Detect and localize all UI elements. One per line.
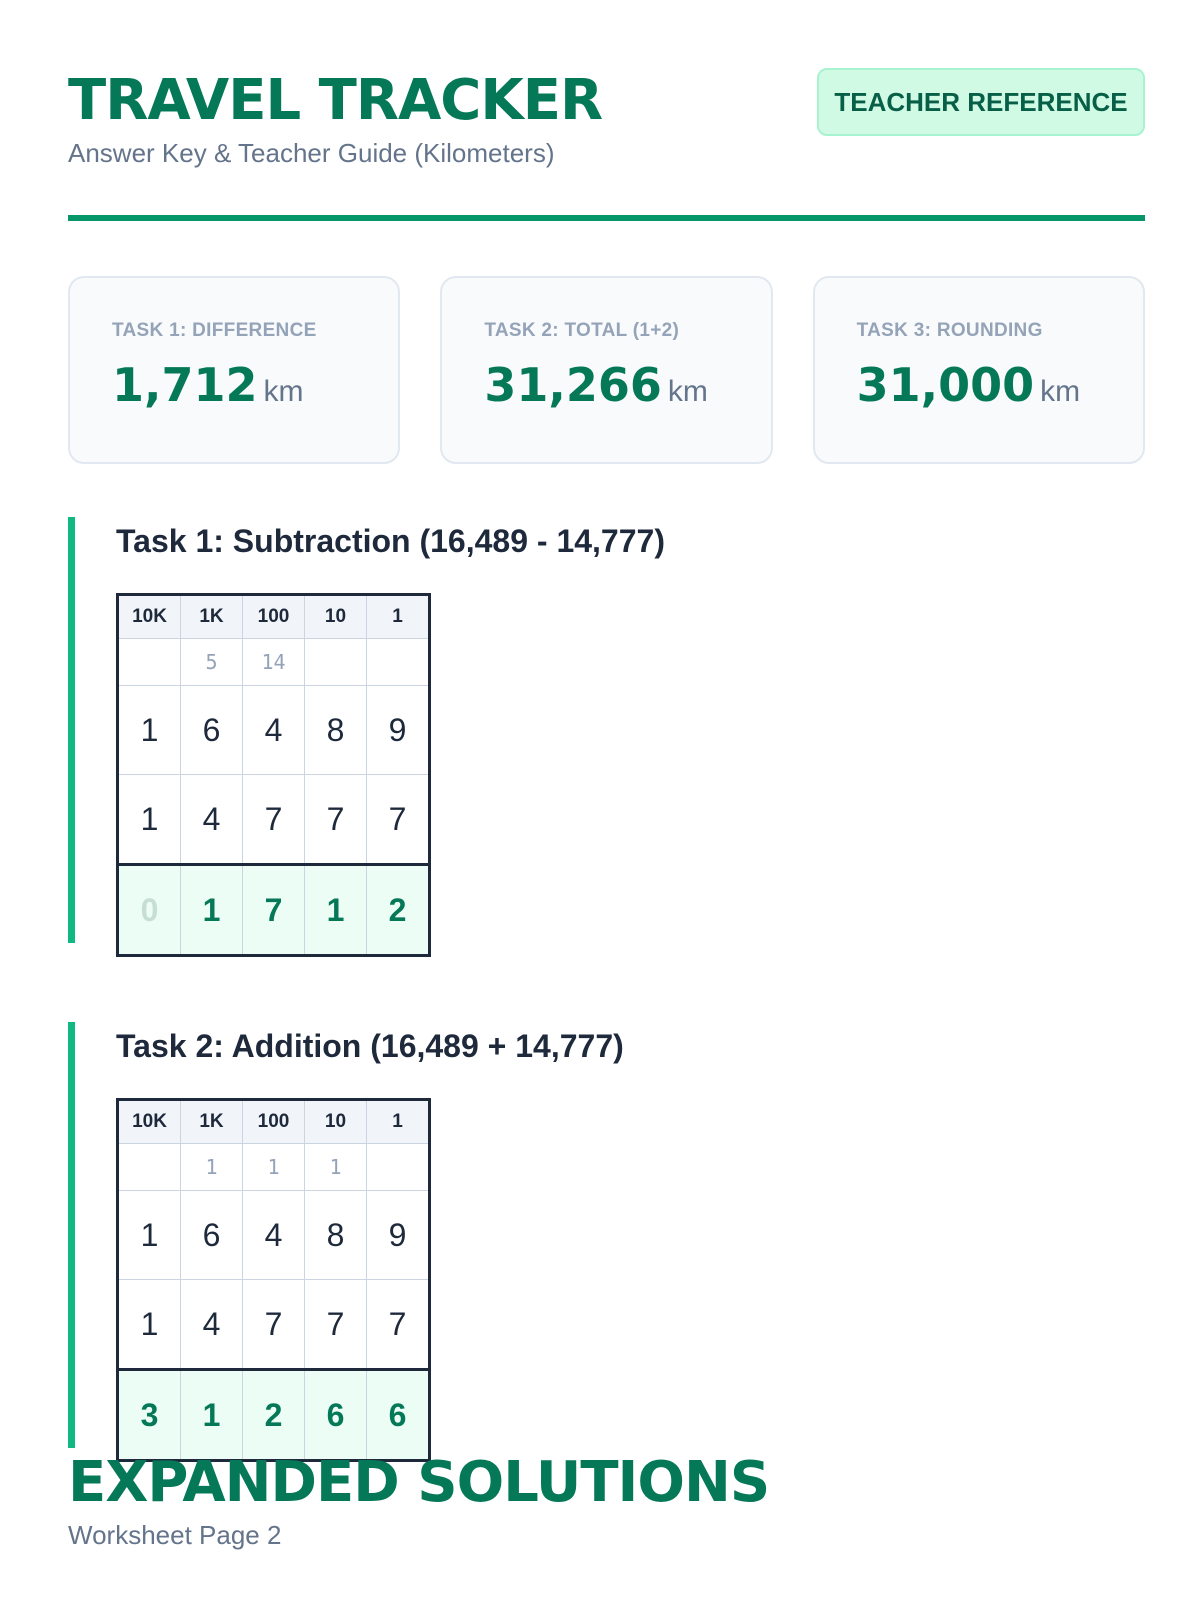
column-header: 1 xyxy=(366,594,430,639)
summary-card-total: TASK 2: TOTAL (1+2) 31,266 km xyxy=(440,276,773,464)
card-unit: km xyxy=(263,375,304,408)
digit-cell: 7 xyxy=(304,774,367,865)
answer-cell: 1 xyxy=(180,1369,243,1461)
column-header: 100 xyxy=(242,1099,305,1144)
digit-cell: 4 xyxy=(180,1279,243,1370)
task-2-section: Task 2: Addition (16,489 + 14,777) 10K 1… xyxy=(68,1022,968,1462)
column-header: 10K xyxy=(117,1099,181,1144)
place-value-header-row: 10K 1K 100 10 1 xyxy=(117,594,430,639)
column-header: 10K xyxy=(117,594,181,639)
answer-row: 0 1 7 1 2 xyxy=(117,864,430,956)
card-number: 1,712 xyxy=(112,358,258,412)
card-number: 31,000 xyxy=(856,358,1035,412)
column-header: 100 xyxy=(242,594,305,639)
minuend-row: 1 6 4 8 9 xyxy=(117,685,430,775)
digit-cell: 7 xyxy=(366,774,430,865)
digit-cell: 1 xyxy=(117,1190,181,1280)
digit-cell: 8 xyxy=(304,1190,367,1280)
answer-row: 3 1 2 6 6 xyxy=(117,1369,430,1461)
card-unit: km xyxy=(667,375,708,408)
column-header: 1 xyxy=(366,1099,430,1144)
digit-cell: 1 xyxy=(117,685,181,775)
answer-cell: 2 xyxy=(366,864,430,956)
answer-cell: 3 xyxy=(117,1369,181,1461)
digit-cell: 7 xyxy=(242,1279,305,1370)
carry-row: 1 1 1 xyxy=(117,1143,430,1191)
carry-cell xyxy=(117,1143,181,1191)
answer-cell: 6 xyxy=(366,1369,430,1461)
place-value-header-row: 10K 1K 100 10 1 xyxy=(117,1099,430,1144)
card-label: TASK 1: DIFFERENCE xyxy=(112,320,317,341)
summary-card-difference: TASK 1: DIFFERENCE 1,712 km xyxy=(68,276,401,464)
carry-cell: 1 xyxy=(242,1143,305,1191)
carry-cell: 1 xyxy=(180,1143,243,1191)
digit-cell: 6 xyxy=(180,685,243,775)
digit-cell: 6 xyxy=(180,1190,243,1280)
summary-card-rounding: TASK 3: ROUNDING 31,000 km xyxy=(812,276,1145,464)
digit-cell: 1 xyxy=(117,1279,181,1370)
footer-subtitle: Worksheet Page 2 xyxy=(68,1520,282,1550)
digit-cell: 4 xyxy=(180,774,243,865)
answer-cell: 2 xyxy=(242,1369,305,1461)
regroup-cell: 14 xyxy=(242,638,305,686)
column-header: 1K xyxy=(180,1099,243,1144)
digit-cell: 9 xyxy=(366,685,430,775)
column-header: 10 xyxy=(304,594,367,639)
page-header: TRAVEL TRACKER Answer Key & Teacher Guid… xyxy=(68,68,1145,169)
digit-cell: 7 xyxy=(304,1279,367,1370)
task-title: Task 1: Subtraction (16,489 - 14,777) xyxy=(116,523,665,559)
answer-cell: 1 xyxy=(304,864,367,956)
regroup-cell: 5 xyxy=(180,638,243,686)
teacher-reference-badge: TEACHER REFERENCE xyxy=(817,68,1145,136)
summary-cards: TASK 1: DIFFERENCE 1,712 km TASK 2: TOTAL… xyxy=(68,276,1145,464)
regroup-cell xyxy=(304,638,367,686)
digit-cell: 1 xyxy=(117,774,181,865)
column-header: 10 xyxy=(304,1099,367,1144)
digit-cell: 7 xyxy=(366,1279,430,1370)
task-1-section: Task 1: Subtraction (16,489 - 14,777) 10… xyxy=(68,517,968,957)
regroup-row: 5 14 xyxy=(117,638,430,686)
page-footer: EXPANDED SOLUTIONS Worksheet Page 2 xyxy=(68,1450,770,1551)
footer-title: EXPANDED SOLUTIONS xyxy=(68,1450,770,1515)
page-title: TRAVEL TRACKER xyxy=(68,68,603,133)
digit-cell: 4 xyxy=(242,1190,305,1280)
card-value: 31,266 km xyxy=(484,358,770,412)
regroup-cell xyxy=(366,638,430,686)
digit-cell: 9 xyxy=(366,1190,430,1280)
answer-cell: 1 xyxy=(180,864,243,956)
digit-cell: 7 xyxy=(242,774,305,865)
digit-cell: 4 xyxy=(242,685,305,775)
answer-cell: 6 xyxy=(304,1369,367,1461)
digit-cell: 8 xyxy=(304,685,367,775)
addend-row-1: 1 6 4 8 9 xyxy=(117,1190,430,1280)
answer-cell: 0 xyxy=(117,864,181,956)
card-unit: km xyxy=(1040,375,1081,408)
card-label: TASK 2: TOTAL (1+2) xyxy=(484,320,680,341)
card-label: TASK 3: ROUNDING xyxy=(856,320,1043,341)
task-title: Task 2: Addition (16,489 + 14,777) xyxy=(116,1028,624,1064)
card-value: 31,000 km xyxy=(857,358,1143,412)
regroup-cell xyxy=(117,638,181,686)
column-header: 1K xyxy=(180,594,243,639)
page-subtitle: Answer Key & Teacher Guide (Kilometers) xyxy=(68,138,555,168)
answer-cell: 7 xyxy=(242,864,305,956)
carry-cell xyxy=(366,1143,430,1191)
card-value: 1,712 km xyxy=(112,358,398,412)
carry-cell: 1 xyxy=(304,1143,367,1191)
addend-row-2: 1 4 7 7 7 xyxy=(117,1279,430,1370)
header-divider xyxy=(68,215,1145,221)
place-value-grid: 10K 1K 100 10 1 1 1 1 1 6 4 8 9 1 4 7 7 … xyxy=(116,1098,431,1462)
place-value-grid: 10K 1K 100 10 1 5 14 1 6 4 8 9 1 4 7 7 7 xyxy=(116,593,431,957)
card-number: 31,266 xyxy=(484,358,662,412)
subtrahend-row: 1 4 7 7 7 xyxy=(117,774,430,865)
